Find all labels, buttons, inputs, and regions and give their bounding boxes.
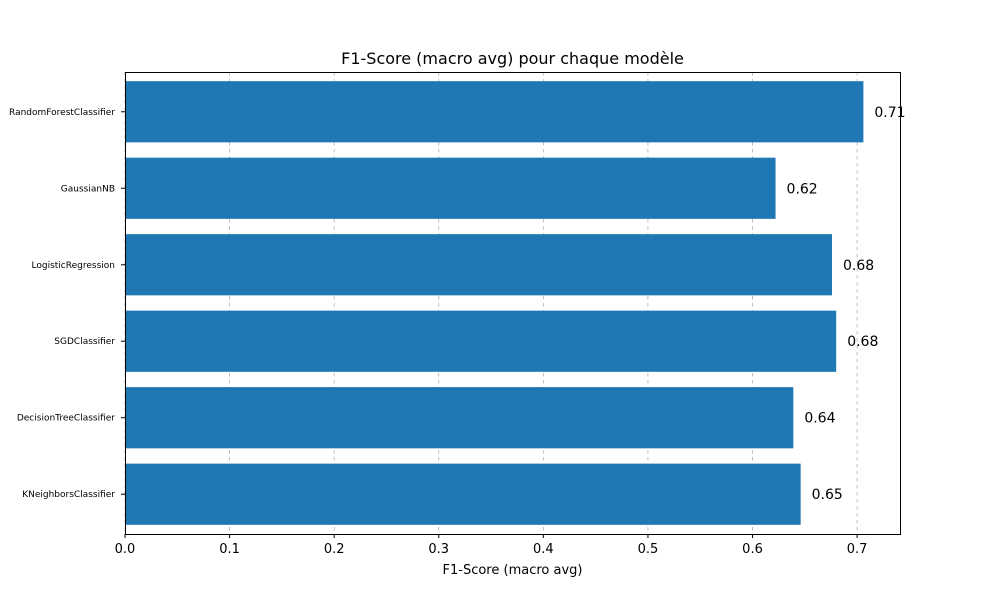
grid (124, 72, 858, 534)
y-tick-label: RandomForestClassifier (9, 108, 115, 118)
bar (125, 310, 837, 372)
bar (125, 157, 776, 219)
y-tick-label: LogisticRegression (32, 261, 115, 271)
x-tick-label: 0.0 (115, 542, 136, 557)
data-label: 0.71 (874, 105, 905, 121)
data-label: 0.64 (804, 411, 835, 427)
bar (125, 387, 794, 449)
y-axis: RandomForestClassifier GaussianNB Logistic… (9, 108, 125, 500)
x-tick-label: 0.5 (638, 542, 659, 557)
bar (125, 234, 833, 296)
data-labels: 0.71 0.62 0.68 0.68 0.64 0.65 (787, 105, 906, 503)
x-tick-label: 0.6 (742, 542, 763, 557)
x-tick-label: 0.3 (428, 542, 449, 557)
x-tick-label: 0.7 (847, 542, 868, 557)
x-tick-label: 0.2 (324, 542, 345, 557)
y-tick-label: SGDClassifier (54, 337, 115, 347)
bar (125, 463, 801, 525)
data-label: 0.65 (812, 487, 843, 503)
x-tick-label: 0.1 (219, 542, 240, 557)
x-axis: 0.0 0.1 0.2 0.3 0.4 0.5 0.6 0.7 (115, 534, 868, 557)
data-label: 0.68 (843, 258, 874, 274)
y-tick-label: GaussianNB (61, 184, 115, 194)
bar (125, 81, 864, 143)
x-axis-label: F1-Score (macro avg) (443, 563, 583, 578)
chart-title: F1-Score (macro avg) pour chaque modèle (341, 49, 684, 68)
bars (125, 81, 864, 525)
data-label: 0.68 (847, 334, 878, 350)
y-tick-label: KNeighborsClassifier (22, 490, 115, 500)
y-tick-label: DecisionTreeClassifier (17, 414, 115, 424)
x-tick-label: 0.4 (533, 542, 554, 557)
data-label: 0.62 (787, 181, 818, 197)
plot-frame (125, 72, 901, 535)
